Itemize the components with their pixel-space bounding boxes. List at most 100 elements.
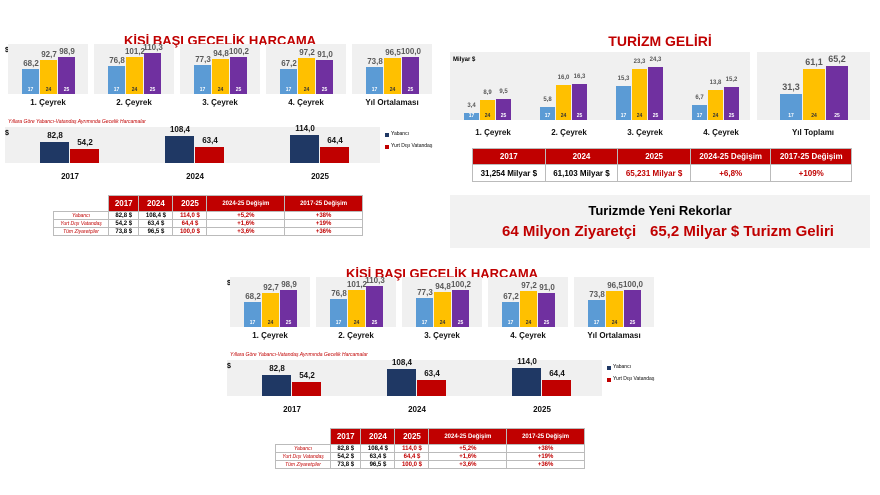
bar-2025: 25 bbox=[538, 293, 555, 327]
bar-2025: 25 bbox=[58, 57, 75, 94]
legend-label: Yurt Dışı Vatandaş bbox=[613, 376, 655, 382]
harcama-table: 2017 2024 2025 2024-25 Değişim 2017-25 Değiş… bbox=[275, 428, 585, 469]
value-label: 76,8 bbox=[331, 288, 347, 298]
bar-2017: 17 bbox=[330, 298, 347, 327]
table-header: 2017 bbox=[329, 428, 362, 445]
year-label: 2024 bbox=[186, 172, 204, 181]
table-cell: 73,8 $ bbox=[329, 460, 362, 469]
value-label: 101,2 bbox=[346, 279, 368, 289]
value-label: 96,5 bbox=[607, 281, 623, 291]
bar-Yurt Dışı Vatandaş bbox=[292, 382, 321, 396]
table-cell: 73,8 $ bbox=[107, 227, 140, 236]
bar-2017: 17 bbox=[22, 68, 39, 94]
bar-2024: 24 bbox=[803, 69, 825, 120]
table-header: 2025 bbox=[617, 148, 691, 165]
category-label: Yıl Toplamı bbox=[791, 128, 835, 137]
year-tag: 25 bbox=[371, 319, 378, 326]
turizm-title: TURİZM GELİRİ bbox=[608, 33, 712, 49]
table-row: Yurt Dışı Vatandaş 54,2 $63,4 $64,4 $ +1,6… bbox=[275, 452, 585, 461]
table-cell: 100,0 $ bbox=[172, 227, 208, 236]
value-label: 64,4 bbox=[549, 368, 565, 378]
year-tag: 17 bbox=[788, 112, 794, 119]
turizm-table: 2017 2024 2025 2024-25 Değişim 2017-25 Değiş… bbox=[472, 148, 852, 182]
bar-2017: 17 bbox=[780, 94, 802, 120]
value-label: 68,2 bbox=[23, 58, 39, 68]
category-label: 2. Çeyrek bbox=[338, 331, 374, 340]
table-cell: +36% bbox=[506, 460, 585, 469]
records-revenue: 65,2 Milyar $ Turizm Geliri bbox=[650, 223, 834, 240]
year-tag: 24 bbox=[131, 86, 138, 93]
value-label: 96,5 bbox=[385, 48, 401, 58]
bar-2024: 24 bbox=[126, 56, 143, 94]
bar-Yabancı bbox=[40, 142, 69, 163]
category-label: 4. Çeyrek bbox=[703, 128, 739, 137]
value-label: 63,4 bbox=[424, 369, 440, 379]
year-tag: 17 bbox=[249, 319, 256, 326]
bar-Yurt Dışı Vatandaş bbox=[417, 380, 446, 396]
table-row: Tüm Ziyaretçiler 73,8 $96,5 $100,0 $ +3,6%… bbox=[53, 227, 363, 236]
value-label: 67,2 bbox=[503, 292, 519, 302]
year-tag: 17 bbox=[285, 86, 292, 93]
year-tag: 25 bbox=[576, 112, 583, 119]
year-tag: 17 bbox=[27, 86, 34, 93]
bar-2017: 17 bbox=[616, 86, 631, 120]
unit-label: Milyar $ bbox=[453, 57, 476, 63]
year-tag: 17 bbox=[113, 86, 120, 93]
year-tag: 25 bbox=[834, 112, 840, 119]
year-tag: 24 bbox=[525, 319, 532, 326]
harcama-panel-bottom: KİŞİ BAŞI GECELİK HARCAMA $17 68,2 24 92,7 25… bbox=[222, 263, 662, 478]
year-tag: 24 bbox=[484, 112, 491, 119]
legend-label: Yabancı bbox=[613, 364, 631, 370]
value-label: 54,2 bbox=[77, 138, 93, 148]
year-label: 2024 bbox=[408, 405, 426, 414]
bar-2024: 24 bbox=[520, 291, 537, 327]
legend-swatch bbox=[385, 145, 389, 149]
value-label: 114,0 bbox=[295, 123, 315, 133]
legend-swatch bbox=[607, 378, 611, 382]
category-label: 1. Çeyrek bbox=[475, 128, 511, 137]
records-visitors: 64 Milyon Ziyaretçi bbox=[502, 223, 637, 240]
bar-Yurt Dışı Vatandaş bbox=[542, 379, 571, 396]
value-label: 15,3 bbox=[617, 76, 630, 83]
bar-2025: 25 bbox=[402, 57, 419, 94]
value-label: 73,8 bbox=[367, 56, 383, 66]
bar-2025: 25 bbox=[826, 65, 848, 120]
bar-2025: 25 bbox=[230, 56, 247, 94]
bar-2025: 25 bbox=[144, 53, 161, 94]
bar-2017: 17 bbox=[502, 302, 519, 327]
year-tag: 25 bbox=[728, 112, 735, 119]
bar-Yurt Dışı Vatandaş bbox=[70, 149, 99, 163]
table-cell: 100,0 $ bbox=[394, 460, 430, 469]
bar-2017: 17 bbox=[244, 301, 261, 327]
chart2-subtitle: Yıllara Göre Yabancı-Vatandaş Ayrımında … bbox=[230, 352, 368, 358]
value-label: 92,7 bbox=[41, 49, 57, 59]
value-label: 64,4 bbox=[327, 135, 343, 145]
bar-Yabancı bbox=[512, 367, 541, 396]
bar-2024: 24 bbox=[298, 58, 315, 94]
year-tag: 24 bbox=[45, 86, 52, 93]
year-tag: 25 bbox=[149, 86, 156, 93]
bar-2024: 24 bbox=[384, 58, 401, 94]
bar-2025: 25 bbox=[724, 86, 739, 120]
year-tag: 17 bbox=[335, 319, 342, 326]
value-label: 82,8 bbox=[47, 131, 63, 141]
value-label: 97,2 bbox=[299, 48, 315, 58]
value-label: 73,8 bbox=[589, 289, 605, 299]
table-row: Yurt Dışı Vatandaş 54,2 $63,4 $64,4 $ +1,6… bbox=[53, 219, 363, 228]
year-tag: 17 bbox=[199, 86, 206, 93]
category-label: 4. Çeyrek bbox=[288, 98, 324, 107]
unit-label: $ bbox=[5, 130, 9, 137]
bar-2024: 24 bbox=[212, 58, 229, 94]
category-label: 1. Çeyrek bbox=[30, 98, 66, 107]
year-tag: 17 bbox=[593, 319, 600, 326]
value-label: 100,2 bbox=[450, 279, 472, 289]
value-label: 94,8 bbox=[435, 281, 451, 291]
year-tag: 17 bbox=[696, 112, 703, 119]
category-label: 3. Çeyrek bbox=[202, 98, 238, 107]
year-tag: 24 bbox=[389, 86, 396, 93]
value-label: 54,2 bbox=[299, 371, 315, 381]
bar-2017: 17 bbox=[366, 66, 383, 94]
bar-2024: 24 bbox=[606, 291, 623, 327]
bar-2025: 25 bbox=[648, 66, 663, 120]
